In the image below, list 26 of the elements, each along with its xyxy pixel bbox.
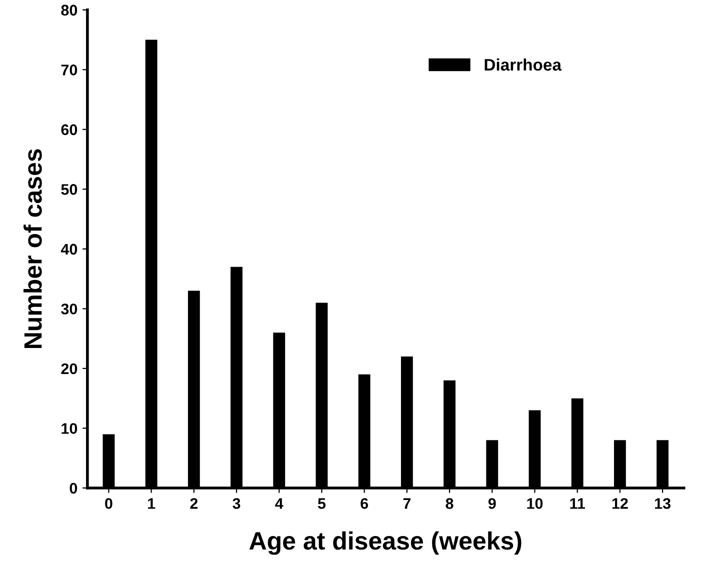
x-tick-label: 10 <box>527 498 543 509</box>
y-tick-label: 80 <box>61 4 78 16</box>
y-tick-label: 70 <box>61 64 78 76</box>
x-tick-label: 4 <box>275 498 284 509</box>
x-tick-label: 11 <box>570 498 585 509</box>
y-tick-label: 0 <box>70 482 78 494</box>
x-axis-title: Age at disease (weeks) <box>249 531 522 555</box>
y-tick-label: 50 <box>61 184 78 195</box>
x-tick-label: 2 <box>190 498 198 509</box>
x-tick-label: 5 <box>318 498 326 509</box>
x-tick-label: 0 <box>105 498 112 509</box>
x-tick-label: 1 <box>148 498 156 509</box>
y-axis-title: Number of cases <box>24 149 42 348</box>
y-tick-label: 60 <box>61 124 78 136</box>
y-tick-label: 10 <box>62 423 78 434</box>
x-tick-label: 7 <box>403 498 411 509</box>
x-tick-label: 12 <box>612 498 628 509</box>
y-tick-label: 40 <box>60 244 78 255</box>
x-tick-label: 6 <box>360 498 368 509</box>
x-tick-label: 8 <box>446 498 454 509</box>
x-tick-label: 9 <box>488 498 496 509</box>
x-tick-label: 13 <box>655 498 670 509</box>
y-tick-label: 20 <box>61 363 78 374</box>
x-tick-label: 3 <box>232 498 240 509</box>
legend-label: Diarrhoea <box>484 58 562 71</box>
y-tick-label: 30 <box>61 304 78 314</box>
